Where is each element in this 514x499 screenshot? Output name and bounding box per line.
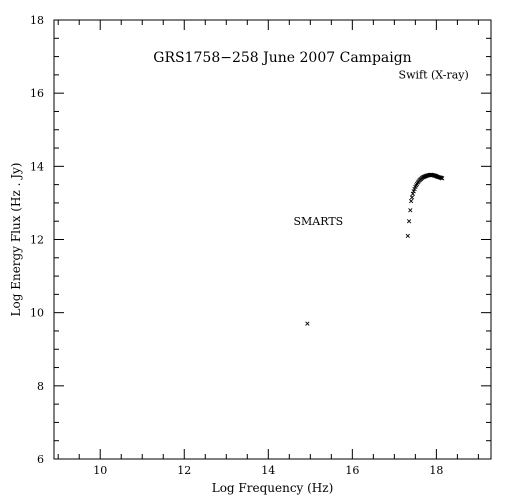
data-point	[409, 195, 415, 200]
axis-ticks	[54, 19, 491, 460]
x-tick-label: 14	[261, 464, 275, 477]
data-point	[406, 219, 412, 224]
y-tick-label: 14	[30, 160, 44, 173]
chart-title: GRS1758−258 June 2007 Campaign	[153, 50, 411, 66]
annotation-smarts: SMARTS	[294, 215, 344, 228]
x-axis-label: Log Frequency (Hz)	[212, 481, 334, 495]
x-tick-label: 10	[93, 464, 107, 477]
plot-frame	[53, 19, 492, 460]
x-tick-label: 18	[429, 464, 443, 477]
data-points	[305, 172, 445, 326]
data-point	[410, 191, 415, 196]
y-tick-label: 18	[30, 14, 44, 27]
x-tick-label: 16	[345, 464, 359, 477]
y-tick-label: 16	[30, 87, 44, 100]
y-tick-label: 6	[37, 453, 44, 466]
data-point	[409, 198, 414, 204]
y-axis-label: Log Energy Flux (Hz . Jy)	[9, 163, 23, 317]
tick-labels: 10 12 14 16 18 6 8 10 12 14 16 18	[30, 14, 443, 477]
data-point	[305, 321, 310, 326]
annotation-swift: Swift (X-ray)	[399, 69, 469, 82]
y-tick-label: 8	[37, 380, 44, 393]
x-tick-label: 12	[177, 464, 191, 477]
data-point	[405, 233, 410, 238]
data-point	[440, 176, 445, 181]
y-tick-label: 12	[30, 234, 44, 247]
data-point	[408, 208, 413, 213]
y-tick-label: 10	[30, 307, 44, 320]
